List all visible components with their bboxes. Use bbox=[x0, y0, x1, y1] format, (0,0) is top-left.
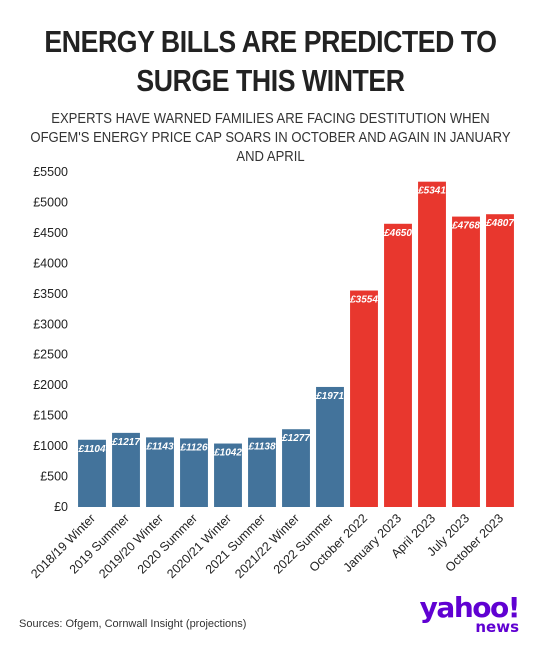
y-axis: £0 £500 £1000 £1500 £2000 £2500 £3000 £3500 £400… bbox=[33, 165, 68, 514]
bar-value-label: £1143 bbox=[145, 441, 174, 452]
bar-value-label: £5341 bbox=[417, 186, 446, 197]
bar-value-label: £1042 bbox=[213, 448, 242, 459]
bar-historical bbox=[248, 437, 276, 507]
yahoo-news-logo: yahoo! news bbox=[419, 591, 521, 636]
bar-value-label: £4807 bbox=[485, 218, 514, 229]
bar-historical bbox=[146, 437, 174, 507]
bar-value-label: £4768 bbox=[451, 221, 480, 232]
bar-value-label: £4650 bbox=[383, 228, 412, 239]
y-tick-label: £5500 bbox=[33, 165, 68, 179]
logo-sub: news bbox=[475, 618, 519, 636]
bar-value-label: £1217 bbox=[111, 437, 140, 448]
y-tick-label: £0 bbox=[54, 500, 68, 514]
bar-historical bbox=[78, 439, 106, 507]
bar-value-label: £1277 bbox=[281, 433, 310, 444]
bar-value-label: £1971 bbox=[315, 391, 344, 402]
chart-title: ENERGY BILLS ARE PREDICTED TO SURGE THIS… bbox=[44, 24, 497, 98]
chart-subtitle: EXPERTS HAVE WARNED FAMILIES ARE FACING … bbox=[30, 111, 511, 165]
bars: £1104 £1217 £1143 £1126 £1042 £1138 £1277 £1971… bbox=[77, 181, 514, 507]
bar-projected bbox=[350, 290, 378, 507]
y-tick-label: £4500 bbox=[33, 226, 68, 240]
y-tick-label: £5000 bbox=[33, 195, 68, 209]
bar-historical bbox=[282, 429, 310, 507]
bar-value-label: £1138 bbox=[247, 442, 276, 453]
bar-historical bbox=[112, 432, 140, 507]
bar-chart: £0 £500 £1000 £1500 £2000 £2500 £3000 £3500 £400… bbox=[28, 165, 514, 581]
bar-projected bbox=[452, 216, 480, 507]
bar-historical bbox=[316, 386, 344, 507]
y-tick-label: £1000 bbox=[33, 439, 68, 453]
y-tick-label: £3500 bbox=[33, 287, 68, 301]
bar-projected bbox=[384, 223, 412, 507]
y-tick-label: £2000 bbox=[33, 378, 68, 392]
source-note: Sources: Ofgem, Cornwall Insight (projec… bbox=[19, 618, 247, 630]
y-tick-label: £500 bbox=[40, 470, 68, 484]
bar-value-label: £1104 bbox=[77, 444, 106, 455]
bar-projected bbox=[486, 214, 514, 507]
bar-projected bbox=[418, 181, 446, 507]
bar-historical bbox=[214, 443, 242, 507]
y-tick-label: £2500 bbox=[33, 348, 68, 362]
y-tick-label: £4000 bbox=[33, 256, 68, 270]
y-tick-label: £1500 bbox=[33, 409, 68, 423]
bar-historical bbox=[180, 438, 208, 507]
y-tick-label: £3000 bbox=[33, 317, 68, 331]
bar-value-label: £3554 bbox=[349, 295, 378, 306]
bar-value-label: £1126 bbox=[179, 442, 208, 453]
logo-main: yahoo! bbox=[419, 591, 521, 624]
